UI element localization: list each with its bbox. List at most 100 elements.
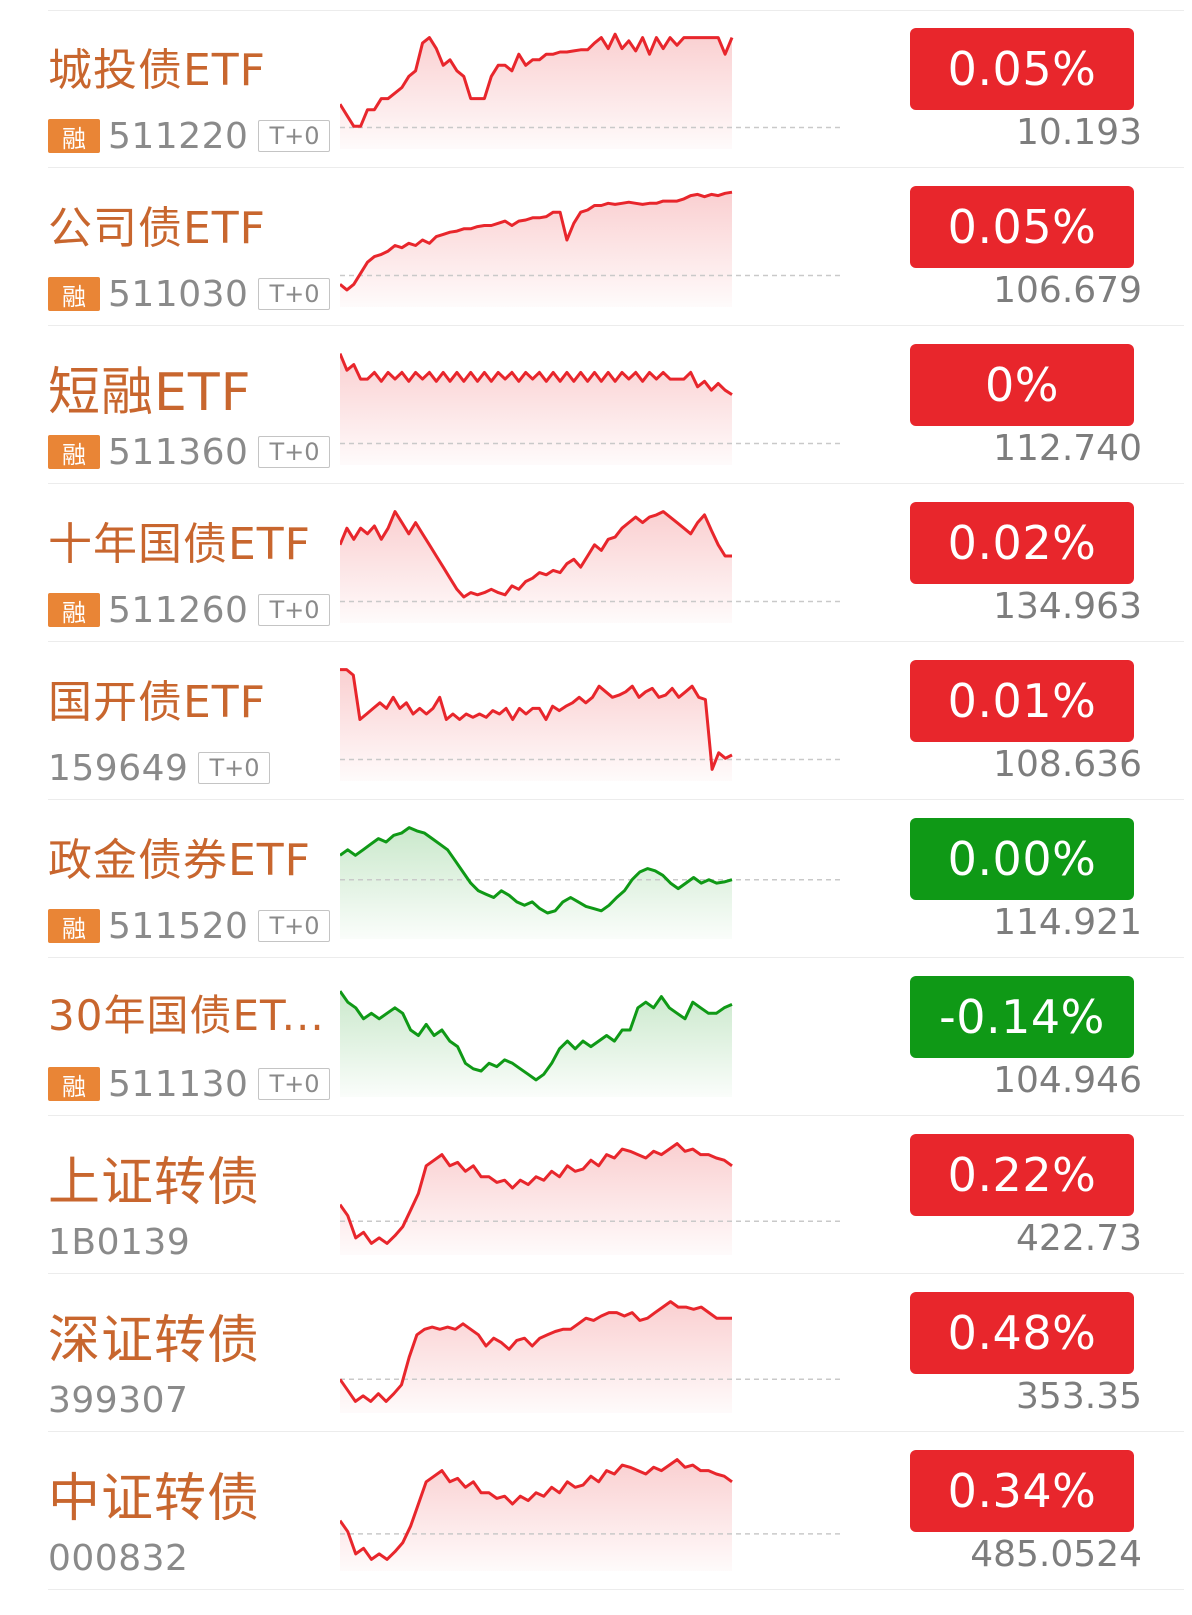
sparkline: [340, 1142, 840, 1255]
fund-sub-info: 融 511030 T+0: [48, 273, 331, 315]
sparkline-area: [340, 192, 732, 307]
sparkline: [340, 1300, 840, 1413]
change-badge[interactable]: 0%: [910, 344, 1134, 426]
fund-code: 000832: [48, 1537, 189, 1579]
t0-badge: T+0: [258, 1068, 331, 1100]
fund-code: 511260: [108, 589, 249, 631]
sparkline: [340, 1458, 840, 1571]
fund-sub-info: 159649 T+0: [48, 747, 271, 789]
fund-name: 政金债券ETF: [48, 835, 311, 886]
sparkline-area: [340, 669, 732, 781]
change-badge[interactable]: 0.01%: [910, 660, 1134, 742]
fund-row[interactable]: 中证转债 000832 0.34% 485.0524: [48, 1432, 1184, 1590]
price-value: 422.73: [1016, 1218, 1142, 1259]
fund-sub-info: 000832: [48, 1537, 189, 1579]
sparkline-area: [340, 827, 732, 939]
fund-code: 159649: [48, 747, 189, 789]
fund-row[interactable]: 国开债ETF 159649 T+0 0.01% 108.636: [48, 642, 1184, 800]
sparkline-line: [340, 1300, 732, 1403]
sparkline-area: [340, 1301, 732, 1413]
fund-list: 城投债ETF 融 511220 T+0 0.05% 10.193 公司债ETF 融 511030…: [0, 10, 1192, 1590]
sparkline-area: [340, 353, 732, 465]
price-value: 104.946: [993, 1060, 1142, 1101]
price-value: 353.35: [1016, 1376, 1142, 1417]
fund-name: 国开债ETF: [48, 677, 266, 728]
price-value: 10.193: [1016, 112, 1142, 153]
fund-row[interactable]: 短融ETF 融 511360 T+0 0% 112.740: [48, 326, 1184, 484]
sparkline-area: [340, 1143, 732, 1255]
fund-name: 公司债ETF: [48, 203, 266, 254]
fund-name: 中证转债: [48, 1469, 261, 1529]
change-badge[interactable]: 0.05%: [910, 28, 1134, 110]
sparkline-area: [340, 1459, 732, 1571]
fund-name: 深证转债: [48, 1311, 261, 1371]
margin-badge: 融: [48, 1067, 100, 1101]
fund-code: 511130: [108, 1063, 249, 1105]
fund-sub-info: 融 511520 T+0: [48, 905, 331, 947]
fund-sub-info: 融 511130 T+0: [48, 1063, 331, 1105]
sparkline-line: [340, 668, 733, 771]
sparkline: [340, 353, 840, 465]
top-divider: [48, 10, 1184, 11]
sparkline-line: [340, 190, 733, 292]
t0-badge: T+0: [258, 910, 331, 942]
sparkline-line: [340, 990, 733, 1082]
t0-badge: T+0: [198, 752, 271, 784]
fund-code: 511220: [108, 115, 249, 157]
margin-badge: 融: [48, 119, 100, 153]
fund-code: 511360: [108, 431, 249, 473]
price-value: 108.636: [993, 744, 1142, 785]
price-value: 114.921: [993, 902, 1142, 943]
sparkline-area: [340, 511, 732, 623]
sparkline: [340, 826, 840, 939]
sparkline-line: [340, 1458, 733, 1561]
price-value: 106.679: [993, 270, 1142, 311]
fund-row[interactable]: 政金债券ETF 融 511520 T+0 0.00% 114.921: [48, 800, 1184, 958]
change-badge[interactable]: 0.02%: [910, 502, 1134, 584]
price-value: 134.963: [993, 586, 1142, 627]
fund-row[interactable]: 深证转债 399307 0.48% 353.35: [48, 1274, 1184, 1432]
price-value: 112.740: [993, 428, 1142, 469]
change-badge[interactable]: 0.48%: [910, 1292, 1134, 1374]
fund-code: 399307: [48, 1379, 189, 1421]
t0-badge: T+0: [258, 120, 331, 152]
sparkline: [340, 990, 733, 1097]
sparkline-area: [340, 34, 732, 150]
fund-row[interactable]: 上证转债 1B0139 0.22% 422.73: [48, 1116, 1184, 1274]
sparkline: [340, 190, 840, 307]
fund-sub-info: 1B0139: [48, 1221, 191, 1263]
fund-sub-info: 399307: [48, 1379, 189, 1421]
sparkline-line: [340, 353, 733, 396]
fund-name: 30年国债ET...: [48, 991, 325, 1040]
sparkline-line: [340, 510, 732, 599]
t0-badge: T+0: [258, 436, 331, 468]
fund-row[interactable]: 十年国债ETF 融 511260 T+0 0.02% 134.963: [48, 484, 1184, 642]
fund-code: 511030: [108, 273, 249, 315]
fund-name: 城投债ETF: [48, 45, 266, 96]
fund-name: 上证转债: [48, 1153, 261, 1213]
change-badge[interactable]: 0.05%: [910, 186, 1134, 268]
t0-badge: T+0: [258, 278, 331, 310]
margin-badge: 融: [48, 593, 100, 627]
sparkline: [340, 510, 840, 623]
change-badge[interactable]: -0.14%: [910, 976, 1134, 1058]
fund-sub-info: 融 511260 T+0: [48, 589, 331, 631]
fund-row[interactable]: 公司债ETF 融 511030 T+0 0.05% 106.679: [48, 168, 1184, 326]
margin-badge: 融: [48, 909, 100, 943]
sparkline-line: [340, 826, 733, 915]
price-value: 485.0524: [970, 1534, 1142, 1575]
fund-name: 短融ETF: [48, 363, 252, 423]
change-badge[interactable]: 0.00%: [910, 818, 1134, 900]
change-badge[interactable]: 0.22%: [910, 1134, 1134, 1216]
sparkline-line: [340, 1142, 733, 1245]
sparkline-area: [340, 991, 732, 1097]
fund-row[interactable]: 30年国债ET... 融 511130 T+0 -0.14% 104.946: [48, 958, 1184, 1116]
fund-code: 511520: [108, 905, 249, 947]
fund-code: 1B0139: [48, 1221, 191, 1263]
margin-badge: 融: [48, 435, 100, 469]
margin-badge: 融: [48, 277, 100, 311]
fund-row[interactable]: 城投债ETF 融 511220 T+0 0.05% 10.193: [48, 10, 1184, 168]
change-badge[interactable]: 0.34%: [910, 1450, 1134, 1532]
sparkline-line: [340, 32, 734, 128]
sparkline: [340, 668, 840, 781]
